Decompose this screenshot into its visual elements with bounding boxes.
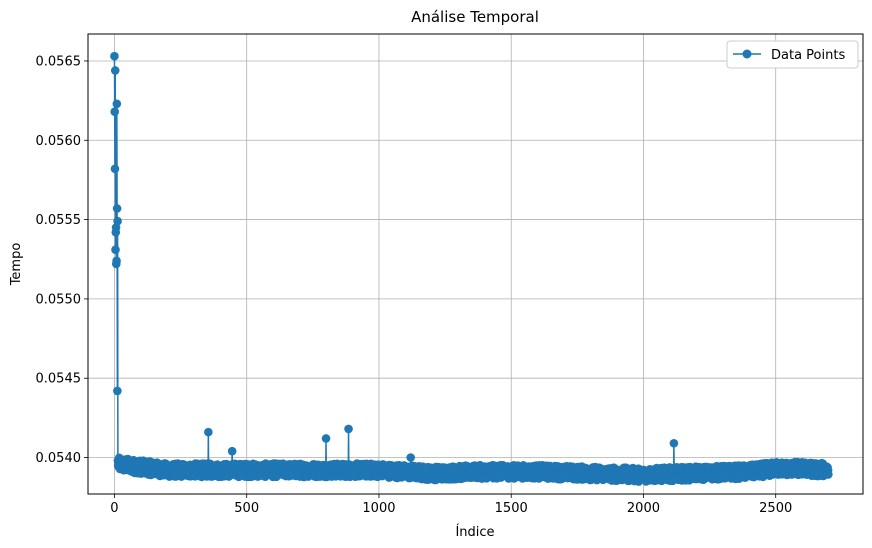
- y-tick-label: 0.0545: [36, 372, 82, 387]
- y-tick-label: 0.0555: [36, 213, 82, 228]
- legend-label: Data Points: [771, 48, 845, 63]
- data-point: [110, 164, 120, 174]
- legend-box: [726, 40, 859, 69]
- data-point: [227, 446, 237, 456]
- data-point: [112, 99, 122, 109]
- legend: Data Points: [726, 40, 859, 69]
- data-point: [113, 386, 122, 396]
- x-tick-label: 2000: [627, 501, 660, 516]
- y-tick-label: 0.0560: [36, 134, 82, 149]
- data-point: [669, 438, 679, 448]
- legend-marker: [742, 49, 752, 59]
- y-tick-label: 0.0540: [36, 451, 82, 466]
- plot-frame: [87, 33, 864, 495]
- x-tick-label: 1500: [495, 501, 528, 516]
- data-point: [110, 66, 120, 75]
- chart-title: Análise Temporal: [411, 8, 539, 26]
- data-point: [344, 424, 353, 434]
- data-point: [113, 216, 122, 226]
- data-point: [110, 107, 120, 117]
- data-point: [321, 434, 331, 443]
- x-tick-label: 1000: [362, 501, 395, 516]
- y-axis-label: Tempo: [9, 243, 24, 287]
- x-axis-label: Índice: [455, 524, 494, 540]
- data-point: [112, 256, 121, 266]
- x-tick-label: 500: [234, 501, 259, 516]
- x-tick-label: 0: [110, 501, 118, 516]
- x-tick-label: 2500: [759, 501, 792, 516]
- plot-area: [110, 51, 833, 486]
- data-point: [824, 470, 833, 479]
- data-point: [110, 51, 119, 61]
- data-point: [204, 427, 213, 437]
- data-point: [111, 245, 120, 255]
- axis-ticks: 0 500 1000 1500 2000 2500 0.0540 0.0545 0.0550 0.…: [36, 54, 793, 516]
- y-tick-label: 0.0565: [36, 54, 82, 69]
- y-tick-label: 0.0550: [36, 292, 82, 307]
- grid-lines: [88, 34, 863, 494]
- data-point: [112, 204, 122, 213]
- data-point: [406, 453, 416, 462]
